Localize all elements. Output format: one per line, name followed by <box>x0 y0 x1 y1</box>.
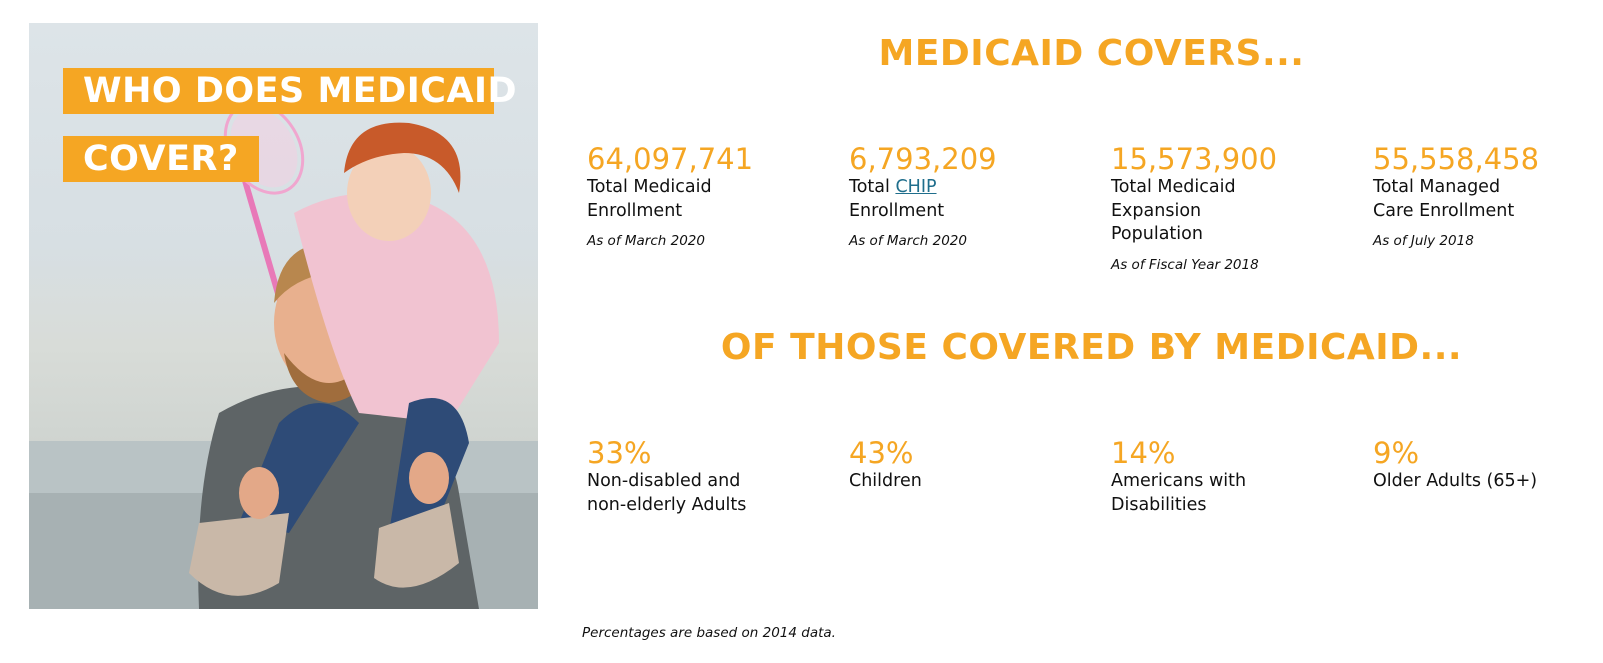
stat-total-medicaid-expansion: 15,573,900 Total Medicaid Expansion Popu… <box>1111 142 1341 273</box>
stat-non-disabled-adults: 33% Non-disabled and non-elderly Adults <box>587 436 817 517</box>
stat-label: Non-disabled and non-elderly Adults <box>587 471 747 515</box>
stat-value: 64,097,741 <box>587 142 754 176</box>
stat-date: As of Fiscal Year 2018 <box>1111 256 1259 273</box>
chip-link[interactable]: CHIP <box>895 177 937 197</box>
those-covered-heading: OF THOSE COVERED BY MEDICAID... <box>720 327 1463 368</box>
stat-value: 6,793,209 <box>849 142 997 176</box>
medicaid-covers-heading: MEDICAID COVERS... <box>878 33 1305 74</box>
hero-photo: WHO DOES MEDICAID COVER? <box>29 23 538 609</box>
stat-total-chip-enrollment: 6,793,209 Total CHIP Enrollment As of Ma… <box>849 142 1079 249</box>
stat-date: As of March 2020 <box>849 233 967 249</box>
stat-value: 43% <box>849 436 914 470</box>
stat-americans-with-disabilities: 14% Americans with Disabilities <box>1111 436 1341 517</box>
stat-children: 43% Children <box>849 436 1079 494</box>
stat-label: Total Medicaid Expansion Population <box>1111 177 1236 244</box>
stat-value: 33% <box>587 436 652 470</box>
stat-label: Total Medicaid Enrollment <box>587 177 712 221</box>
stat-label: Total CHIP Enrollment <box>849 176 1079 223</box>
stat-total-managed-care-enrollment: 55,558,458 Total Managed Care Enrollment… <box>1373 142 1603 249</box>
father-daughter-illustration <box>29 101 538 609</box>
stat-value: 9% <box>1373 436 1420 470</box>
stat-label-prefix: Total <box>849 177 896 197</box>
stat-value: 14% <box>1111 436 1176 470</box>
stat-label-suffix: Enrollment <box>849 200 945 221</box>
stat-value: 15,573,900 <box>1111 142 1278 176</box>
stat-older-adults: 9% Older Adults (65+) <box>1373 436 1603 494</box>
stat-label: Children <box>849 471 922 491</box>
stat-value: 55,558,458 <box>1373 142 1540 176</box>
stat-total-medicaid-enrollment: 64,097,741 Total Medicaid Enrollment As … <box>587 142 817 249</box>
stat-label: Americans with Disabilities <box>1111 471 1247 515</box>
stat-date: As of July 2018 <box>1373 233 1474 249</box>
stat-date: As of March 2020 <box>587 233 705 249</box>
stat-label: Total Managed Care Enrollment <box>1373 177 1515 221</box>
hero-title-line-2: COVER? <box>63 136 259 182</box>
footnote: Percentages are based on 2014 data. <box>582 625 836 641</box>
stat-label: Older Adults (65+) <box>1373 471 1538 491</box>
hero-title-line-1: WHO DOES MEDICAID <box>63 68 517 114</box>
